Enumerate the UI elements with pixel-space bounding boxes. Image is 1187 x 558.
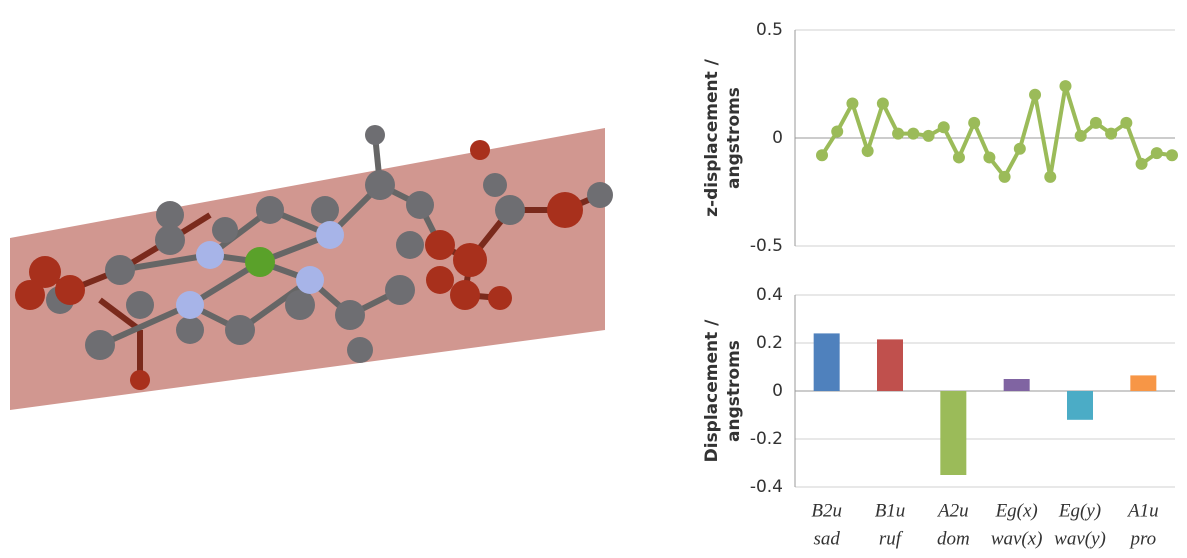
y-tick-label: 0.5 [756, 20, 783, 40]
point [831, 126, 843, 138]
bar [814, 333, 840, 391]
y-axis-label: Displacement / [702, 319, 722, 463]
x-tick-label: ruf [879, 528, 904, 549]
point [1059, 80, 1071, 92]
y-axis-label: angstroms [724, 340, 744, 442]
bar [940, 391, 966, 475]
bar [877, 339, 903, 391]
point [1151, 147, 1163, 159]
y-axis-label: z-displacement / [702, 58, 722, 217]
point [953, 151, 965, 163]
y-tick-label: 0.2 [756, 333, 783, 353]
symmetry-label: A1u [1126, 500, 1159, 521]
point [1166, 149, 1178, 161]
point [938, 121, 950, 133]
point [862, 145, 874, 157]
point [999, 171, 1011, 183]
molecule [10, 125, 613, 410]
bar [1067, 391, 1093, 420]
point [923, 130, 935, 142]
symmetry-label: B1u [875, 500, 906, 521]
y-tick-label: 0 [772, 128, 783, 148]
point [968, 117, 980, 129]
symmetry-label: Eg(x) [995, 500, 1038, 521]
point [1120, 117, 1132, 129]
point [846, 97, 858, 109]
symmetry-label: A2u [936, 500, 969, 521]
point [816, 149, 828, 161]
y-tick-label: -0.2 [750, 429, 783, 449]
x-tick-label: wav(y) [1054, 528, 1106, 549]
point [1044, 171, 1056, 183]
y-axis-label: angstroms [724, 87, 744, 189]
x-tick-label: wav(x) [991, 528, 1043, 549]
x-tick-label: dom [937, 528, 970, 549]
point [1014, 143, 1026, 155]
line [822, 86, 1172, 177]
point [983, 151, 995, 163]
point [1136, 158, 1148, 170]
y-tick-label: -0.5 [750, 236, 783, 256]
y-tick-label: 0 [772, 381, 783, 401]
bar [1130, 375, 1156, 391]
bar [1004, 379, 1030, 391]
point [892, 128, 904, 140]
y-tick-label: -0.4 [750, 477, 783, 497]
x-tick-label: sad [813, 528, 840, 549]
point [1105, 128, 1117, 140]
point [1090, 117, 1102, 129]
page: -0.500.5z-displacement /angstroms-0.4-0.… [0, 0, 1187, 558]
point [1029, 89, 1041, 101]
symmetry-label: Eg(y) [1058, 500, 1101, 521]
y-tick-label: 0.4 [756, 285, 783, 305]
metal [245, 247, 275, 277]
x-tick-label: pro [1128, 528, 1156, 549]
point [907, 128, 919, 140]
point [1075, 130, 1087, 142]
point [877, 97, 889, 109]
figure: -0.500.5z-displacement /angstroms-0.4-0.… [0, 0, 1187, 554]
symmetry-label: B2u [811, 500, 842, 521]
